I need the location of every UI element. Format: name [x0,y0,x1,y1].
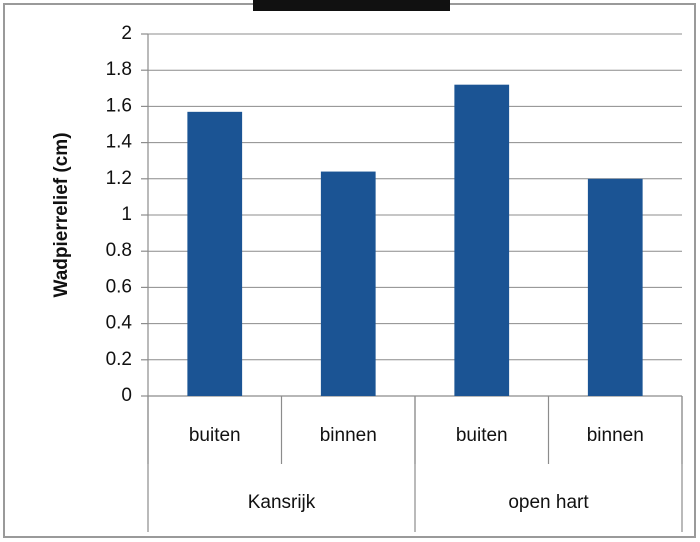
y-tick-label: 1.4 [106,132,133,153]
y-tick-label: 1.6 [106,95,132,116]
x-tick-label: buiten [189,425,241,446]
x-tick-label: binnen [320,425,377,446]
bar [587,178,643,396]
bar [320,171,376,396]
group-label: Kansrijk [248,492,316,513]
y-tick-label: 2 [121,23,132,44]
title-redaction [253,0,450,11]
y-tick-label: 1.8 [106,59,132,80]
y-tick-label: 0.6 [106,276,132,297]
x-tick-label: buiten [456,425,508,446]
y-tick-label: 0.4 [106,313,133,334]
y-axis-label: Wadpierrelief (cm) [51,132,72,297]
x-tick-label: binnen [587,425,644,446]
y-tick-label: 1 [121,204,132,225]
y-tick-label: 0.2 [106,349,132,370]
y-tick-label: 0.8 [106,240,132,261]
bar [187,111,243,396]
y-tick-label: 1.2 [106,168,132,189]
bar [454,84,510,397]
y-tick-label: 0 [121,385,132,406]
group-label: open hart [508,492,589,513]
